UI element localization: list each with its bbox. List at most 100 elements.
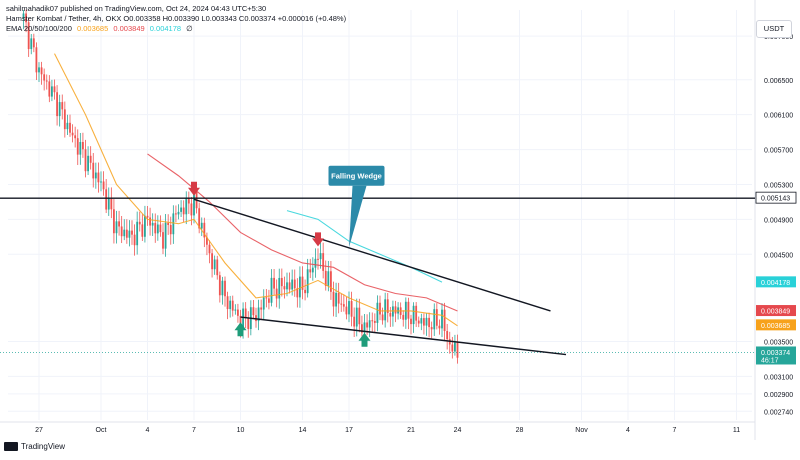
candle-body	[136, 221, 139, 246]
candle-body	[185, 198, 188, 215]
candle-body	[208, 244, 211, 254]
candle-body	[296, 288, 299, 298]
candle-body	[451, 344, 454, 352]
candle-body	[389, 313, 392, 317]
candle-body	[94, 172, 97, 179]
candle-body	[175, 213, 177, 215]
candle-body	[454, 342, 456, 352]
candle-body	[167, 222, 170, 226]
candle-body	[415, 305, 418, 321]
candle-body	[218, 275, 221, 296]
candle-body	[234, 309, 237, 311]
tradingview-wordmark: TradingView	[21, 442, 66, 451]
candle-body	[156, 224, 159, 234]
ema-line-2	[286, 210, 443, 283]
x-tick-label: 4	[626, 427, 630, 434]
x-tick-label: Oct	[96, 427, 107, 434]
candle-body	[141, 224, 144, 237]
candle-body	[345, 306, 348, 315]
chart-symbol-line: Hamster Kombat / Tether, 4h, OKX O0.0033…	[6, 14, 347, 23]
candle-body	[149, 217, 151, 226]
candle-body	[231, 300, 234, 311]
x-tick-label: 11	[733, 427, 740, 434]
candle-body	[273, 277, 275, 289]
candle-body	[146, 215, 149, 218]
y-tick-label: 0.002900	[764, 392, 793, 399]
candle-body	[51, 86, 53, 97]
candle-body	[355, 307, 358, 327]
candle-body	[239, 315, 242, 329]
candle-body	[340, 303, 343, 305]
price-tag-box	[756, 319, 796, 331]
candle-body	[371, 320, 374, 322]
candle-body	[417, 320, 420, 324]
wedge-trendline-0	[193, 198, 551, 312]
candle-body	[446, 331, 449, 340]
candle-body	[327, 271, 330, 286]
candle-body	[61, 102, 64, 110]
candle-body	[430, 327, 433, 330]
candle-body	[335, 292, 337, 307]
ema-legend[interactable]: EMA 20/50/100/200 0.003685 0.003849 0.00…	[6, 24, 196, 34]
candle-body	[358, 307, 361, 325]
candle-body	[368, 320, 371, 328]
candle-body	[257, 307, 260, 322]
candle-body	[169, 225, 172, 235]
x-tick-label: Nov	[575, 427, 588, 434]
candle-body	[151, 222, 154, 226]
candle-body	[242, 308, 244, 329]
x-tick-label: 28	[516, 427, 524, 434]
candle-body	[260, 307, 263, 310]
candle-body	[102, 181, 105, 190]
candle-body	[428, 317, 430, 328]
candle-body	[203, 222, 206, 238]
candle-body	[410, 318, 412, 325]
candle-body	[25, 13, 27, 23]
candle-body	[229, 300, 232, 310]
candle-body	[314, 258, 317, 268]
tradingview-logo: TradingView	[4, 442, 65, 451]
candle-body	[105, 189, 108, 210]
candle-body	[412, 305, 415, 325]
ema50-value: 0.003849	[113, 24, 145, 33]
candle-body	[182, 207, 185, 215]
candle-body	[350, 301, 353, 317]
ema-legend-label: EMA 20/50/100/200	[6, 24, 72, 33]
ema-line-1	[147, 153, 458, 312]
candle-body	[123, 229, 126, 237]
candle-body	[87, 155, 89, 172]
candle-body	[386, 299, 389, 314]
x-tick-label: 27	[35, 427, 43, 434]
ema20-value: 0.003685	[76, 24, 109, 33]
annotation-pointer	[349, 185, 367, 248]
candle-body	[423, 318, 425, 326]
candle-body	[66, 122, 69, 130]
candle-body	[164, 222, 167, 249]
candle-body	[76, 138, 79, 155]
candle-body	[22, 13, 25, 19]
x-tick-label: 17	[345, 427, 353, 434]
candle-body	[304, 289, 306, 294]
price-tag-box	[756, 305, 796, 317]
y-tick-label: 0.003500	[764, 339, 793, 346]
candle-body	[366, 322, 368, 328]
candles	[22, 9, 459, 364]
candle-body	[180, 207, 182, 212]
candle-body	[177, 211, 180, 215]
y-tick-label: 0.005700	[764, 148, 793, 155]
candle-body	[353, 316, 356, 327]
candle-body	[361, 324, 363, 333]
candle-body	[221, 280, 224, 296]
wedge-trendline-1	[240, 316, 567, 356]
candle-body	[306, 269, 309, 294]
candle-body	[270, 277, 273, 303]
candle-body	[27, 22, 30, 50]
price-tag-box	[756, 276, 796, 288]
candle-body	[74, 135, 77, 139]
currency-button[interactable]: USDT	[756, 20, 792, 38]
annotation-box	[328, 165, 385, 186]
x-tick-label: 7	[192, 427, 196, 434]
candle-body	[48, 81, 51, 97]
candle-body	[280, 277, 283, 287]
